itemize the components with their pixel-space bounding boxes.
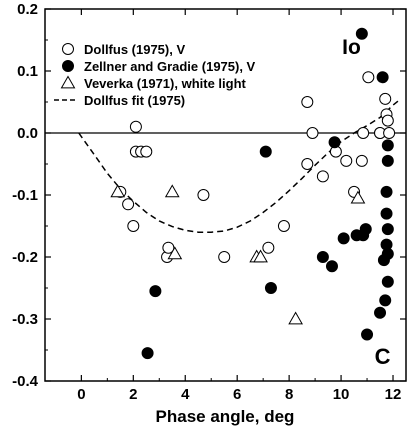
x-tick-label: 4 <box>181 386 190 403</box>
point-veverka <box>350 190 366 204</box>
ticks-layer: 0 2 4 6 8 10 12 0.2 0.1 0.0 -0.1 -0.2 -0.3 -0.4 <box>12 1 406 403</box>
y-tick-label: 0.2 <box>17 1 38 18</box>
annotation-io: Io <box>342 36 361 59</box>
point-zellner <box>355 27 368 40</box>
point-dollfus <box>301 96 314 108</box>
point-dollfus <box>129 120 142 133</box>
point-dollfus <box>197 189 210 201</box>
y-tick-label: -0.3 <box>12 311 38 328</box>
point-zellner <box>376 71 389 84</box>
point-dollfus <box>306 127 319 139</box>
fit-layer <box>78 98 402 233</box>
point-zellner <box>380 185 393 198</box>
point-zellner <box>337 232 350 245</box>
point-veverka <box>164 184 180 198</box>
legend-swatch-open-triangle <box>60 75 76 89</box>
point-dollfus <box>127 220 140 232</box>
point-dollfus <box>340 154 353 167</box>
point-zellner <box>379 294 392 307</box>
point-zellner <box>361 328 374 341</box>
point-zellner <box>328 136 341 149</box>
point-dollfus <box>218 251 231 263</box>
point-zellner <box>381 247 394 260</box>
point-dollfus <box>379 92 392 105</box>
point-dollfus <box>122 198 135 211</box>
point-zellner <box>374 306 387 319</box>
legend-label: Dollfus fit (1975) <box>84 93 185 108</box>
point-dollfus <box>383 127 396 139</box>
point-zellner <box>381 154 394 167</box>
point-veverka <box>167 246 183 260</box>
y-tick-label: -0.1 <box>12 187 38 204</box>
legend-swatch-filled-circle <box>62 60 74 72</box>
point-dollfus <box>162 241 175 254</box>
x-tick-label: 12 <box>385 386 402 403</box>
y-tick-label: 0.0 <box>17 125 38 142</box>
x-tick-label: 6 <box>233 386 241 403</box>
annotations: Io C <box>342 36 391 369</box>
annotation-c: C <box>375 344 391 369</box>
point-dollfus <box>355 154 368 167</box>
point-zellner <box>141 347 154 360</box>
point-dollfus <box>316 170 329 183</box>
point-zellner <box>381 275 394 288</box>
point-dollfus <box>381 114 394 127</box>
legend-label: Zellner and Gradie (1975), V <box>84 59 256 74</box>
legend: Dollfus (1975), V Zellner and Gradie (197… <box>54 42 256 108</box>
point-dollfus <box>301 158 314 170</box>
point-zellner <box>264 282 277 294</box>
point-dollfus <box>262 241 275 254</box>
legend-label: Veverka (1971), white light <box>84 76 247 91</box>
y-tick-label: -0.2 <box>12 249 38 266</box>
point-zellner <box>325 260 338 273</box>
x-tick-label: 0 <box>77 386 85 403</box>
point-dollfus <box>357 127 370 139</box>
legend-label: Dollfus (1975), V <box>84 42 185 57</box>
point-dollfus <box>140 145 153 158</box>
x-tick-label: 8 <box>285 386 293 403</box>
x-axis-title: Phase angle, deg <box>156 407 295 426</box>
x-tick-label: 10 <box>333 386 350 403</box>
legend-swatch-open-circle <box>62 43 74 55</box>
point-veverka <box>253 249 268 263</box>
point-veverka <box>110 184 126 198</box>
point-zellner <box>316 251 329 263</box>
point-dollfus <box>362 71 375 84</box>
points-layer <box>110 27 396 360</box>
point-zellner <box>381 139 394 152</box>
y-tick-label: 0.1 <box>17 63 38 80</box>
point-zellner <box>380 207 393 220</box>
point-zellner <box>259 145 272 158</box>
fit-curve-dollfus <box>78 98 402 233</box>
point-zellner <box>149 285 162 298</box>
point-dollfus <box>277 220 290 232</box>
x-tick-label: 2 <box>129 386 137 403</box>
point-zellner <box>359 223 372 236</box>
point-zellner <box>381 223 394 236</box>
y-tick-label: -0.4 <box>12 373 39 390</box>
point-veverka <box>288 311 303 325</box>
